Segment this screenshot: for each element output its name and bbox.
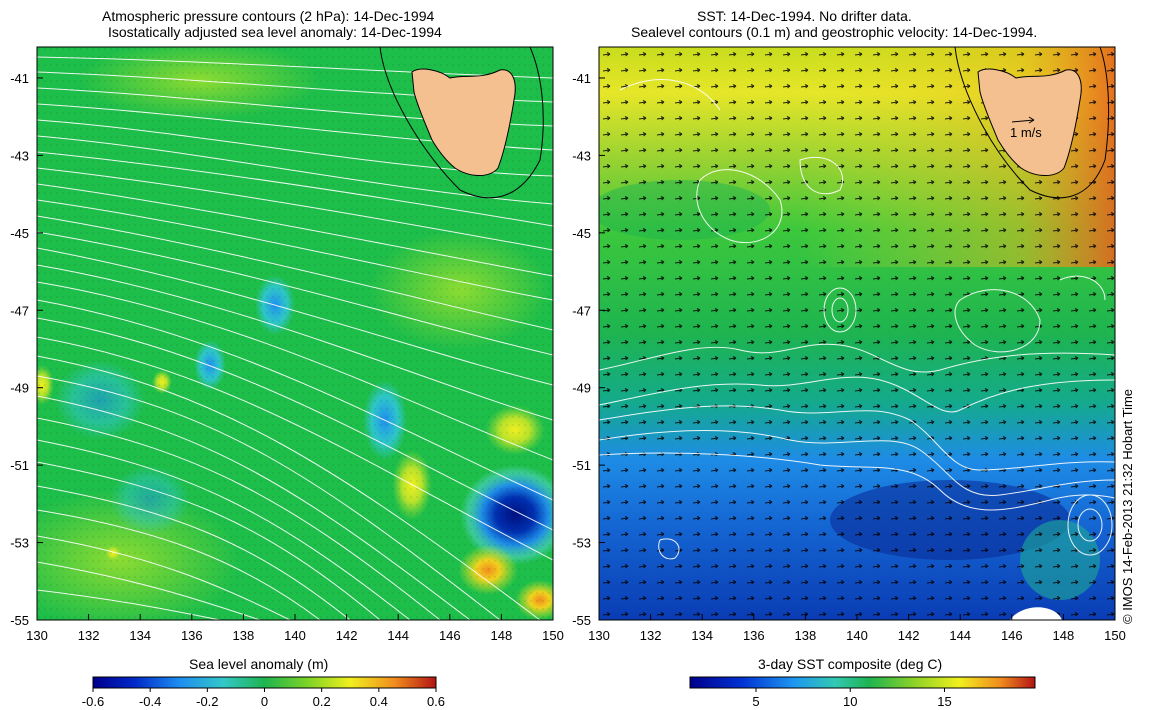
- colorbar-tick-label: 0: [261, 694, 268, 709]
- colorbar-tick-label: -0.2: [196, 694, 218, 709]
- land-island: [1010, 607, 1062, 620]
- x-tick-label: 142: [336, 628, 358, 643]
- x-tick-label: 148: [491, 628, 513, 643]
- x-tick-label: 132: [78, 628, 100, 643]
- x-tick-label: 144: [387, 628, 409, 643]
- x-tick-label: 136: [743, 628, 765, 643]
- velocity-scale: 1 m/s: [1010, 116, 1042, 140]
- colorbar-tick-label: 15: [937, 694, 951, 709]
- left-axes: 130 132 134 136 138 140 142 144 146 148 150 -41 -43 -…: [10, 71, 564, 643]
- y-tick-label: -47: [572, 303, 591, 318]
- y-tick-label: -49: [10, 381, 29, 396]
- left-title-line2: Isostatically adjusted sea level anomaly…: [108, 24, 442, 40]
- sla-colorbar: [92, 676, 437, 689]
- shelf-contour: [379, 47, 544, 199]
- y-tick-label: -55: [572, 613, 591, 628]
- left-title-line1: Atmospheric pressure contours (2 hPa): 1…: [102, 8, 435, 24]
- x-tick-label: 142: [898, 628, 920, 643]
- y-tick-label: -43: [10, 148, 29, 163]
- x-tick-label: 132: [640, 628, 662, 643]
- x-tick-label: 140: [284, 628, 306, 643]
- x-tick-label: 140: [846, 628, 868, 643]
- colorbar-tick-label: 5: [752, 694, 759, 709]
- y-tick-label: -43: [572, 148, 591, 163]
- right-map: 1 m/s: [599, 47, 1115, 620]
- sla-colorbar-ticks: -0.6 -0.4 -0.2 0 0.2 0.4 0.6: [82, 688, 445, 709]
- sst-colorbar: [689, 676, 1036, 689]
- left-map: [37, 47, 553, 620]
- y-tick-label: -53: [572, 536, 591, 551]
- colorbar-tick-label: -0.4: [139, 694, 161, 709]
- x-tick-label: 130: [26, 628, 48, 643]
- x-tick-label: 146: [439, 628, 461, 643]
- x-tick-label: 134: [129, 628, 151, 643]
- x-tick-label: 138: [795, 628, 817, 643]
- y-tick-label: -51: [572, 458, 591, 473]
- right-title-line2: Sealevel contours (0.1 m) and geostrophi…: [631, 24, 1038, 40]
- x-tick-label: 130: [588, 628, 610, 643]
- velocity-scale-label: 1 m/s: [1010, 125, 1042, 140]
- colorbar-tick-label: 0.2: [313, 694, 331, 709]
- colorbar-tick-label: 0.4: [370, 694, 388, 709]
- colorbar-tick-label: 10: [843, 694, 857, 709]
- x-tick-label: 144: [949, 628, 971, 643]
- x-tick-label: 146: [1001, 628, 1023, 643]
- y-tick-label: -51: [10, 458, 29, 473]
- shelf-contour: [954, 47, 1110, 199]
- y-tick-label: -55: [10, 613, 29, 628]
- sst-colorbar-ticks: 5 10 15: [752, 688, 952, 709]
- land-tasmania: [411, 68, 516, 176]
- sst-colorbar-label: 3-day SST composite (deg C): [758, 656, 943, 672]
- colorbar-tick-label: 0.6: [427, 694, 445, 709]
- y-tick-label: -41: [10, 71, 29, 86]
- sealevel-contours: [599, 79, 1115, 560]
- x-tick-label: 134: [691, 628, 713, 643]
- x-tick-label: 150: [542, 628, 564, 643]
- x-tick-label: 136: [181, 628, 203, 643]
- x-tick-label: 150: [1104, 628, 1126, 643]
- y-tick-label: -45: [572, 226, 591, 241]
- y-tick-label: -49: [572, 381, 591, 396]
- y-tick-label: -41: [572, 71, 591, 86]
- pressure-contours: [37, 56, 553, 620]
- right-title-line1: SST: 14-Dec-1994. No drifter data.: [697, 8, 912, 24]
- sla-colorbar-label: Sea level anomaly (m): [189, 656, 329, 672]
- x-tick-label: 148: [1053, 628, 1075, 643]
- y-tick-label: -47: [10, 303, 29, 318]
- x-tick-label: 138: [233, 628, 255, 643]
- y-tick-label: -45: [10, 226, 29, 241]
- colorbar-tick-label: -0.6: [82, 694, 104, 709]
- right-axes: 130 132 134 136 138 140 142 144 146 148 150 -41 -43 -…: [572, 71, 1126, 643]
- y-tick-label: -53: [10, 536, 29, 551]
- copyright-text: © IMOS 14-Feb-2013 21:32 Hobart Time: [1120, 388, 1135, 624]
